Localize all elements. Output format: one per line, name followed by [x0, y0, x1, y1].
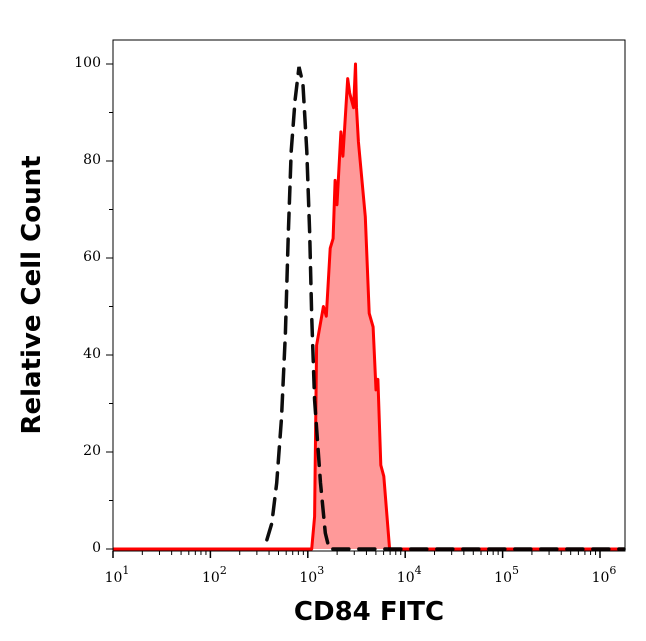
x-tick-label: 104	[397, 564, 422, 586]
y-tick-label: 60	[83, 249, 101, 265]
y-axis-title: Relative Cell Count	[17, 155, 47, 434]
axis-layer: 101 102 103 104 105 106 0 20 40 60 80 100	[74, 55, 616, 586]
y-tick-label: 20	[83, 443, 101, 459]
x-tick-label: 106	[592, 564, 617, 586]
x-tick-label: 101	[105, 564, 130, 586]
series-0-dashed-line	[265, 66, 626, 551]
x-tick-label: 103	[299, 564, 324, 586]
y-tick-label: 0	[92, 540, 101, 556]
y-tick-label: 80	[83, 152, 101, 168]
x-tick-label: 102	[202, 564, 227, 586]
x-tick-label: 105	[494, 564, 519, 586]
y-tick-label: 100	[74, 55, 101, 71]
x-axis-title: CD84 FITC	[294, 597, 444, 627]
y-tick-label: 40	[83, 346, 101, 362]
series-layer	[113, 62, 626, 551]
plot-frame	[112, 39, 626, 552]
series-1-line	[113, 62, 624, 551]
